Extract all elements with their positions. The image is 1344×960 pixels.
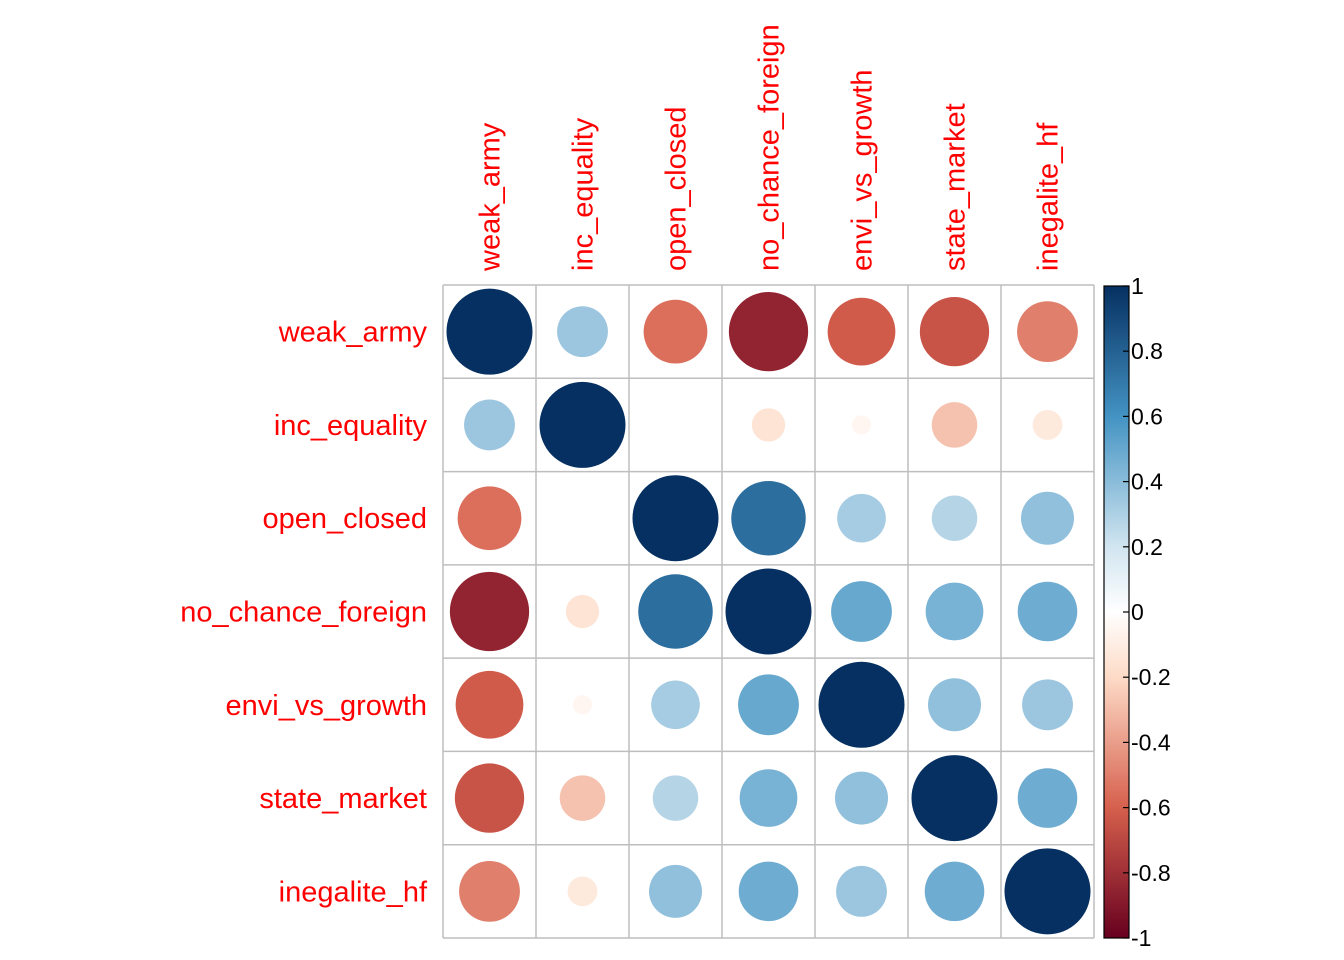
corr-circle-no_chance_foreign-inc_equality bbox=[565, 594, 600, 629]
corr-circle-no_chance_foreign-inegalite_hf bbox=[1017, 581, 1078, 642]
corr-circle-state_market-state_market bbox=[911, 755, 998, 842]
corr-circle-weak_army-no_chance_foreign bbox=[728, 291, 809, 372]
corr-circle-no_chance_foreign-envi_vs_growth bbox=[831, 581, 892, 642]
corr-circle-envi_vs_growth-weak_army bbox=[455, 670, 524, 739]
corr-circle-inc_equality-inegalite_hf bbox=[1032, 410, 1063, 440]
corr-circle-state_market-envi_vs_growth bbox=[834, 771, 889, 825]
row-label-weak_army: weak_army bbox=[278, 317, 428, 349]
corr-circle-weak_army-inegalite_hf bbox=[1017, 301, 1078, 363]
corr-circle-weak_army-state_market bbox=[919, 296, 990, 367]
corr-circle-open_closed-open_closed bbox=[632, 475, 719, 562]
column-label-no_chance_foreign: no_chance_foreign bbox=[754, 24, 786, 271]
corr-circle-envi_vs_growth-open_closed bbox=[651, 680, 700, 730]
corr-circle-inc_equality-weak_army bbox=[464, 399, 515, 451]
corr-circle-weak_army-open_closed bbox=[643, 299, 708, 364]
row-label-no_chance_foreign: no_chance_foreign bbox=[180, 597, 427, 629]
corr-circle-open_closed-no_chance_foreign bbox=[731, 480, 806, 556]
corr-circle-open_closed-inegalite_hf bbox=[1020, 491, 1075, 545]
colorbar-tick-label: 1 bbox=[1131, 273, 1144, 299]
corr-circle-no_chance_foreign-no_chance_foreign bbox=[725, 568, 812, 655]
colorbar-tick-label: 0.6 bbox=[1131, 403, 1163, 429]
corr-circle-inegalite_hf-envi_vs_growth bbox=[836, 865, 887, 917]
corr-circle-envi_vs_growth-inegalite_hf bbox=[1022, 679, 1073, 731]
column-labels: weak_army inc_equality open_closed no_chanc… bbox=[475, 24, 1065, 272]
corr-circle-weak_army-weak_army bbox=[446, 288, 533, 375]
corr-circle-inc_equality-inc_equality bbox=[539, 381, 626, 468]
colorbar: 1 0.8 0.6 0.4 0.2 0 -0.2 -0.4 -0.6 -0.8 -1 bbox=[1103, 273, 1171, 951]
row-labels: weak_army inc_equality open_closed no_chanc… bbox=[180, 317, 428, 909]
column-label-inegalite_hf: inegalite_hf bbox=[1033, 122, 1065, 271]
corr-circle-inegalite_hf-inegalite_hf bbox=[1004, 848, 1091, 935]
corr-circle-envi_vs_growth-state_market bbox=[927, 678, 982, 732]
colorbar-tick-label: -0.8 bbox=[1131, 860, 1171, 886]
colorbar-tick-label: 0.8 bbox=[1131, 338, 1163, 364]
corr-circle-weak_army-inc_equality bbox=[557, 306, 608, 358]
corr-circle-envi_vs_growth-no_chance_foreign bbox=[738, 674, 799, 736]
colorbar-tick-label: -0.6 bbox=[1131, 795, 1171, 821]
row-label-state_market: state_market bbox=[259, 783, 427, 815]
row-label-open_closed: open_closed bbox=[263, 503, 427, 535]
colorbar-tick-label: -0.4 bbox=[1131, 729, 1171, 755]
corr-circle-open_closed-state_market bbox=[931, 495, 978, 541]
row-label-envi_vs_growth: envi_vs_growth bbox=[226, 690, 428, 722]
corr-circle-inegalite_hf-no_chance_foreign bbox=[738, 861, 799, 922]
corr-circle-state_market-open_closed bbox=[652, 775, 699, 821]
corr-circle-inegalite_hf-inc_equality bbox=[567, 876, 598, 907]
column-label-weak_army: weak_army bbox=[475, 122, 507, 272]
corr-circle-inc_equality-no_chance_foreign bbox=[751, 408, 786, 442]
corr-circle-inc_equality-envi_vs_growth bbox=[851, 415, 872, 435]
colorbar-tick-label: 0.4 bbox=[1131, 469, 1163, 495]
colorbar-tick-label: 0.2 bbox=[1131, 534, 1163, 560]
grid bbox=[442, 284, 1095, 939]
column-label-open_closed: open_closed bbox=[661, 107, 693, 271]
corr-circle-envi_vs_growth-inc_equality bbox=[572, 695, 593, 715]
corr-circle-open_closed-weak_army bbox=[457, 486, 522, 551]
corr-circle-state_market-inc_equality bbox=[559, 775, 606, 821]
corr-circle-state_market-no_chance_foreign bbox=[739, 769, 798, 827]
corr-circle-inegalite_hf-weak_army bbox=[459, 860, 520, 922]
colorbar-tick-label: 0 bbox=[1131, 599, 1144, 625]
correlation-circles bbox=[446, 288, 1091, 935]
corr-circle-inegalite_hf-state_market bbox=[924, 861, 985, 922]
row-label-inegalite_hf: inegalite_hf bbox=[279, 876, 428, 908]
colorbar-tick-label: -1 bbox=[1131, 925, 1151, 951]
corr-circle-weak_army-envi_vs_growth bbox=[827, 297, 896, 366]
column-label-envi_vs_growth: envi_vs_growth bbox=[847, 70, 879, 272]
corr-circle-state_market-inegalite_hf bbox=[1017, 768, 1078, 828]
corr-circle-envi_vs_growth-envi_vs_growth bbox=[818, 661, 905, 748]
column-label-inc_equality: inc_equality bbox=[568, 117, 600, 271]
corr-circle-state_market-weak_army bbox=[454, 763, 525, 833]
corr-circle-no_chance_foreign-weak_army bbox=[449, 571, 530, 652]
row-label-inc_equality: inc_equality bbox=[274, 410, 428, 442]
corr-circle-inc_equality-state_market bbox=[931, 402, 978, 448]
corr-circle-inegalite_hf-open_closed bbox=[648, 864, 703, 918]
corr-circle-no_chance_foreign-open_closed bbox=[638, 574, 713, 649]
colorbar-tick-label: -0.2 bbox=[1131, 664, 1171, 690]
column-label-state_market: state_market bbox=[940, 103, 972, 271]
corr-circle-open_closed-envi_vs_growth bbox=[837, 493, 886, 543]
corr-circle-no_chance_foreign-state_market bbox=[925, 582, 984, 641]
